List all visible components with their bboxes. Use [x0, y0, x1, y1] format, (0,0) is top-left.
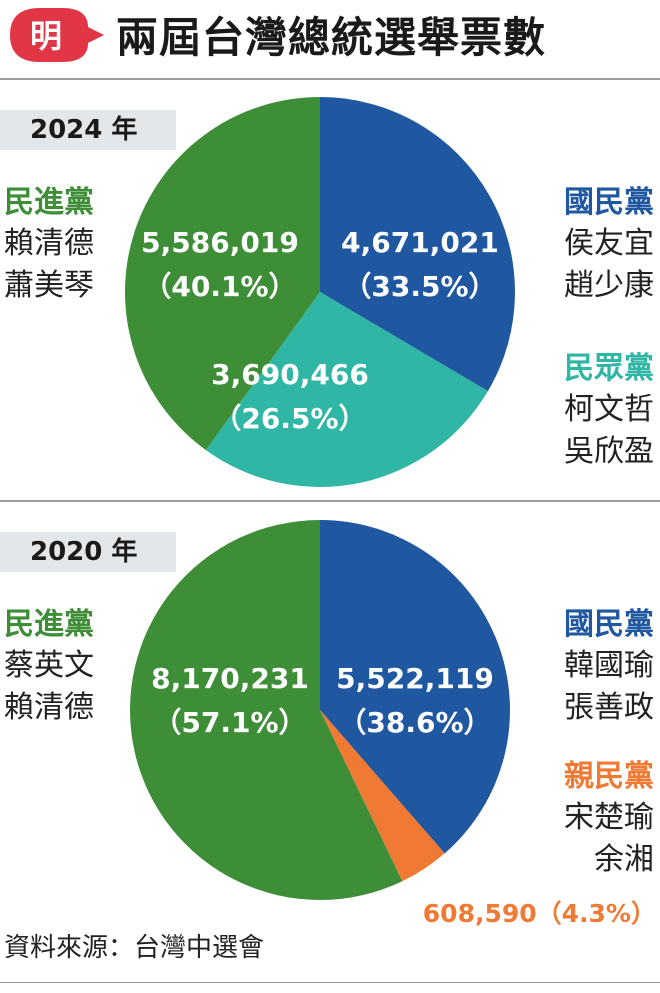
slice-votes-label: 4,671,021 [341, 226, 499, 259]
candidate-name: 韓國瑜 [564, 648, 654, 683]
year-label-2024: 2024 年 [0, 110, 176, 150]
logo-badge-shape [10, 8, 104, 62]
pie-slice-dpp [129, 520, 403, 900]
party-label-kmt-2024: 國民黨 [564, 185, 654, 220]
pie-slice-kmt [320, 520, 510, 854]
pie-slice-dpp [125, 97, 320, 451]
slice-votes-label: 3,690,466 [211, 358, 369, 391]
pie-chart-2024: 4,671,021 （33.5%） 3,690,466 （26.5%） 5,586,01… [125, 97, 515, 487]
section-divider [0, 500, 660, 502]
slice-percent-label: （26.5%） [213, 402, 366, 435]
candidate-name: 余湘 [594, 842, 654, 877]
slice-percent-label: （57.1%） [153, 706, 306, 739]
candidate-name: 吳欣盈 [564, 434, 654, 469]
pie-slice-tpp [205, 292, 488, 487]
logo-glyph: 明 [30, 17, 62, 55]
slice-votes-label: 5,522,119 [336, 662, 494, 695]
party-label-kmt-2020: 國民黨 [564, 607, 654, 642]
candidate-name: 張善政 [564, 690, 654, 725]
candidate-name: 趙少康 [564, 268, 654, 303]
pfp-vote-label-2020: 608,590（4.3%） [422, 899, 656, 928]
party-label-dpp-2020: 民進黨 [4, 607, 94, 642]
party-label-pfp-2020: 親民黨 [564, 759, 654, 794]
slice-percent-label: （40.1%） [143, 270, 296, 303]
candidate-name: 蔡英文 [4, 648, 94, 683]
candidate-name: 賴清德 [4, 226, 94, 261]
footer-divider [0, 982, 660, 983]
pie-slice-pfp [320, 710, 445, 882]
source-note: 資料來源：台灣中選會 [4, 933, 265, 963]
page-title: 兩屆台灣總統選舉票數 [116, 13, 547, 62]
party-label-dpp-2024: 民進黨 [4, 185, 94, 220]
header-divider [0, 78, 660, 80]
year-label-2020: 2020 年 [0, 532, 176, 572]
candidate-name: 蕭美琴 [4, 268, 94, 303]
pie-chart-2020: 5,522,119 （38.6%） 8,170,231 （57.1%） [129, 520, 510, 900]
party-label-tpp-2024: 民眾黨 [564, 351, 654, 386]
slice-percent-label: （33.5%） [343, 270, 496, 303]
slice-votes-label: 5,586,019 [141, 226, 299, 259]
candidate-name: 賴清德 [4, 690, 94, 725]
slice-votes-label: 8,170,231 [151, 662, 309, 695]
candidate-name: 柯文哲 [564, 392, 654, 427]
candidate-name: 侯友宜 [564, 226, 654, 261]
mingpao-logo: 明 [0, 0, 110, 70]
candidate-name: 宋楚瑜 [564, 800, 654, 835]
slice-percent-label: （38.6%） [338, 706, 491, 739]
pie-slice-kmt [320, 97, 515, 392]
